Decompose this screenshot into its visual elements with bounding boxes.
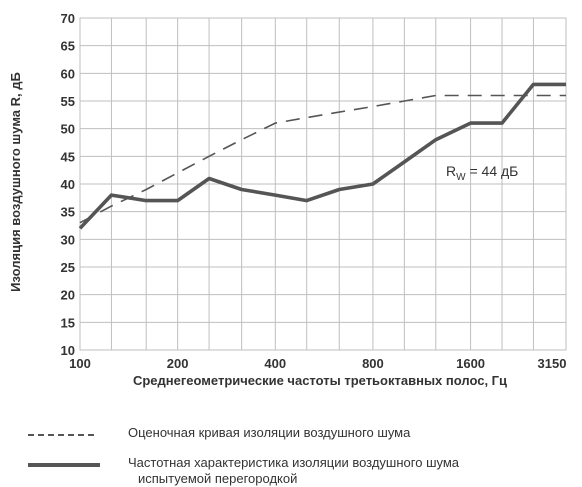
- y-ticks: 10 15 20 25 30 35 40 45 50 55 60 65 70: [61, 11, 75, 358]
- series-lines: [78, 82, 567, 230]
- y-tick-label: 25: [61, 260, 75, 275]
- y-axis-label: Изоляция воздушного шума R, дБ: [8, 72, 23, 292]
- y-tick-label: 70: [61, 11, 75, 26]
- legend-label-solid-line1: Частотная характеристика изоляции воздуш…: [128, 455, 460, 470]
- y-tick-label: 65: [61, 39, 75, 54]
- x-tick-label: 1600: [456, 356, 485, 371]
- y-tick-label: 40: [61, 177, 75, 192]
- x-tick-label: 200: [167, 356, 189, 371]
- rw-annotation-r: R: [446, 163, 456, 179]
- y-tick-label: 20: [61, 288, 75, 303]
- x-tick-label: 800: [362, 356, 384, 371]
- x-tick-label: 400: [264, 356, 286, 371]
- y-tick-label: 30: [61, 232, 75, 247]
- rw-annotation-sub: W: [456, 172, 466, 183]
- legend-label-solid-line2: испытуемой перегородкой: [138, 471, 298, 486]
- series-line-measured: [78, 82, 566, 230]
- y-tick-label: 50: [61, 122, 75, 137]
- y-tick-label: 15: [61, 315, 75, 330]
- rw-annotation: RW = 44 дБ: [446, 163, 518, 183]
- x-axis-label: Среднегеометрические частоты третьоктавн…: [133, 373, 507, 388]
- x-tick-label: 100: [69, 356, 91, 371]
- legend-label-dashed: Оценочная кривая изоляции воздушного шум…: [128, 425, 411, 440]
- legend-swatch-solid: [28, 463, 100, 467]
- grid: [79, 17, 567, 351]
- series-line-rating-curve: [79, 94, 566, 224]
- y-tick-label: 45: [61, 149, 75, 164]
- x-ticks: 100 200 400 800 1600 3150: [69, 356, 566, 371]
- x-tick-label: 3150: [538, 356, 567, 371]
- legend-label-solid: Частотная характеристика изоляции воздуш…: [128, 455, 548, 487]
- legend-swatch-dashed: [28, 434, 94, 436]
- y-tick-label: 55: [61, 94, 75, 109]
- y-tick-label: 35: [61, 205, 75, 220]
- rw-annotation-value: = 44 дБ: [466, 163, 519, 179]
- y-tick-label: 60: [61, 66, 75, 81]
- y-tick-label: 10: [61, 343, 75, 358]
